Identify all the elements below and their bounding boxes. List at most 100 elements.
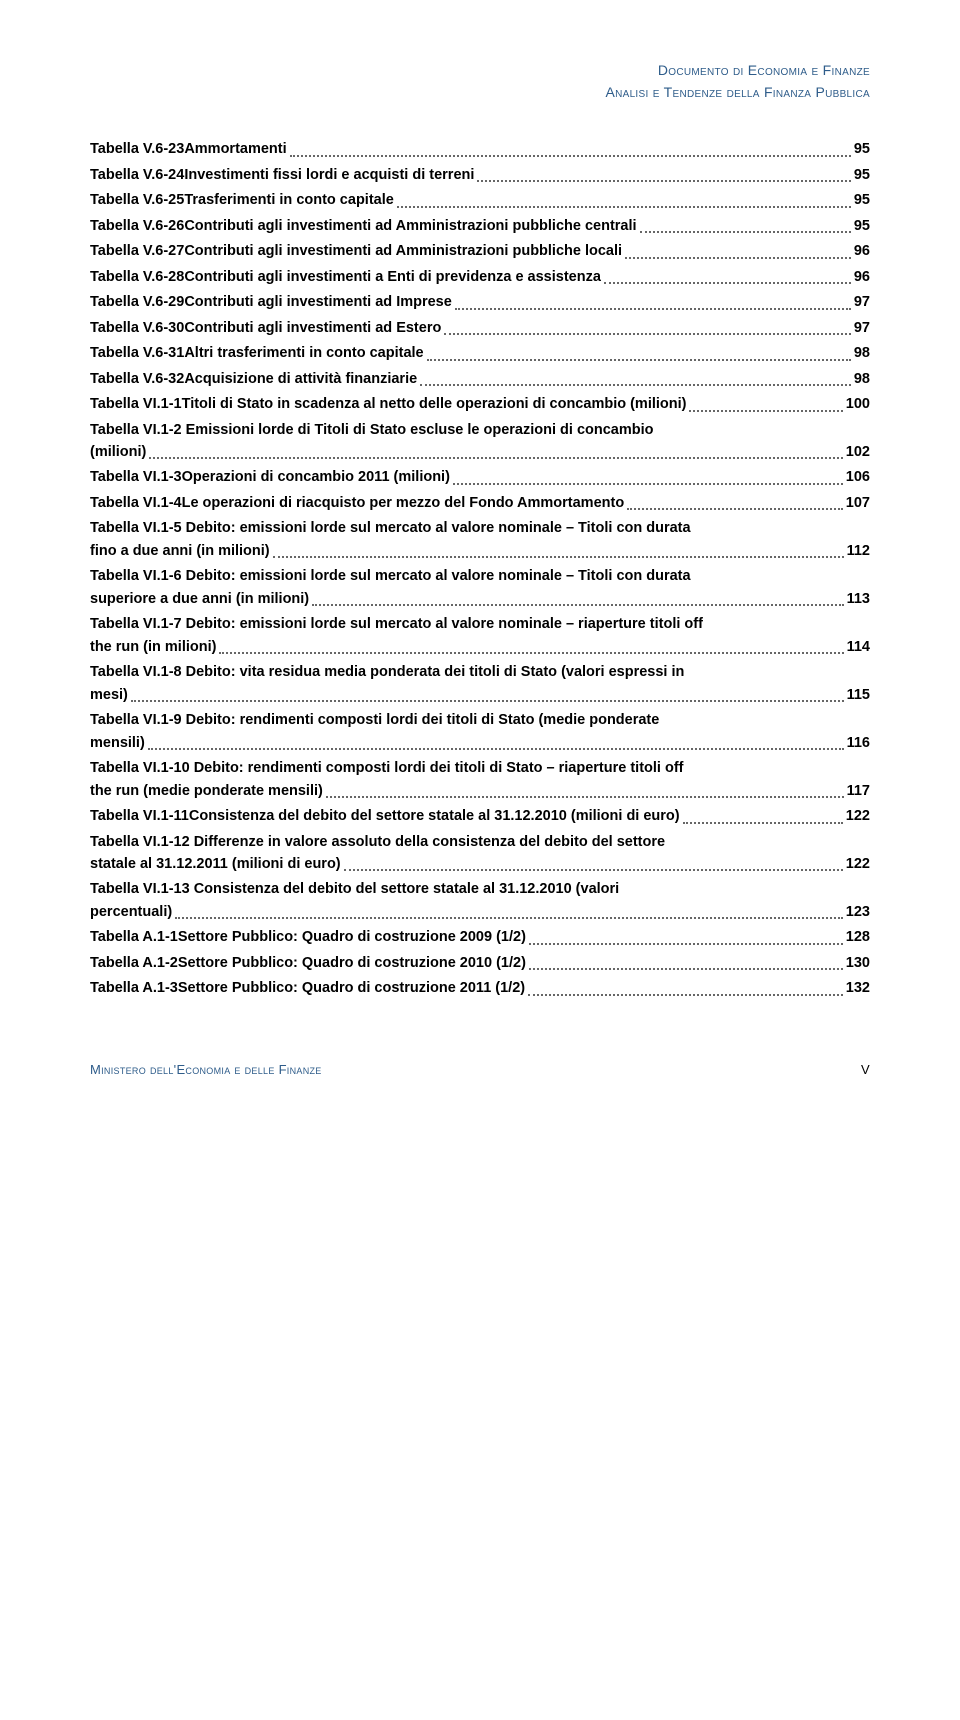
toc-page-number: 115 bbox=[847, 684, 870, 706]
toc-page-number: 122 bbox=[846, 853, 870, 875]
toc-entry: Tabella VI.1-10 Debito: rendimenti compo… bbox=[90, 757, 870, 802]
toc-page-number: 96 bbox=[854, 266, 870, 288]
toc-entry-title: Investimenti fissi lordi e acquisti di t… bbox=[184, 164, 474, 186]
toc-leader bbox=[689, 410, 842, 412]
toc-entry-label: Tabella A.1-3 bbox=[90, 977, 178, 999]
toc-entry-title: Ammortamenti bbox=[184, 138, 286, 160]
toc-leader bbox=[683, 822, 843, 824]
toc-page-number: 130 bbox=[846, 952, 870, 974]
toc-leader bbox=[529, 943, 843, 945]
toc-leader bbox=[273, 556, 844, 558]
toc-page-number: 106 bbox=[846, 466, 870, 488]
toc-leader bbox=[640, 231, 851, 233]
toc-leader bbox=[420, 384, 851, 386]
toc-entry: Tabella VI.1-11 Consistenza del debito d… bbox=[90, 805, 870, 827]
toc-entry: Tabella VI.1-7 Debito: emissioni lorde s… bbox=[90, 613, 870, 658]
toc-entry-line1: Tabella VI.1-10 Debito: rendimenti compo… bbox=[90, 757, 870, 779]
document-header: Documento di Economia e Finanze Analisi … bbox=[90, 60, 870, 103]
footer-page-number: V bbox=[861, 1060, 870, 1080]
toc-entry: Tabella V.6-26 Contributi agli investime… bbox=[90, 215, 870, 237]
toc-leader bbox=[149, 457, 842, 459]
toc-entry: Tabella VI.1-6 Debito: emissioni lorde s… bbox=[90, 565, 870, 610]
toc-entry: Tabella VI.1-5 Debito: emissioni lorde s… bbox=[90, 517, 870, 562]
toc-entry: Tabella V.6-24 Investimenti fissi lordi … bbox=[90, 164, 870, 186]
toc-entry-title-cont: statale al 31.12.2011 (milioni di euro) bbox=[90, 853, 341, 875]
toc-entry-line1: Tabella VI.1-12 Differenze in valore ass… bbox=[90, 831, 870, 853]
toc-leader bbox=[528, 994, 843, 996]
toc-entry-label: Tabella V.6-30 bbox=[90, 317, 184, 339]
toc-entry-title-cont: mesi) bbox=[90, 684, 128, 706]
toc-entry: Tabella A.1-2 Settore Pubblico: Quadro d… bbox=[90, 952, 870, 974]
toc-entry: Tabella VI.1-9 Debito: rendimenti compos… bbox=[90, 709, 870, 754]
toc-entry: Tabella V.6-28 Contributi agli investime… bbox=[90, 266, 870, 288]
toc-page-number: 95 bbox=[854, 138, 870, 160]
toc-page-number: 114 bbox=[847, 636, 870, 658]
toc-leader bbox=[312, 604, 843, 606]
toc-entry-title-cont: the run (medie ponderate mensili) bbox=[90, 780, 323, 802]
toc-leader bbox=[397, 206, 851, 208]
toc-entry-line1: Tabella VI.1-6 Debito: emissioni lorde s… bbox=[90, 565, 870, 587]
toc-page-number: 95 bbox=[854, 189, 870, 211]
toc-entry-label: Tabella VI.1-4 bbox=[90, 492, 182, 514]
toc-entry-title: Acquisizione di attività finanziarie bbox=[184, 368, 417, 390]
toc-entry-line2: the run (in milioni) 114 bbox=[90, 636, 870, 658]
toc-entry-title: Contributi agli investimenti ad Estero bbox=[184, 317, 441, 339]
toc-entry: Tabella A.1-1 Settore Pubblico: Quadro d… bbox=[90, 926, 870, 948]
toc-entry-title: Settore Pubblico: Quadro di costruzione … bbox=[178, 926, 526, 948]
toc-leader bbox=[148, 748, 844, 750]
toc-entry-title-cont: the run (in milioni) bbox=[90, 636, 216, 658]
toc-page-number: 97 bbox=[854, 291, 870, 313]
toc-entry-title: Operazioni di concambio 2011 (milioni) bbox=[182, 466, 450, 488]
toc-entry: Tabella VI.1-12 Differenze in valore ass… bbox=[90, 831, 870, 876]
toc-entry-title: Trasferimenti in conto capitale bbox=[184, 189, 394, 211]
toc-entry-title-cont: mensili) bbox=[90, 732, 145, 754]
toc-entry: Tabella V.6-29 Contributi agli investime… bbox=[90, 291, 870, 313]
toc-entry-line2: (milioni) 102 bbox=[90, 441, 870, 463]
toc-page-number: 100 bbox=[846, 393, 870, 415]
toc-page-number: 128 bbox=[846, 926, 870, 948]
toc-entry-line1: Tabella VI.1-13 Consistenza del debito d… bbox=[90, 878, 870, 900]
toc-entry-title: Le operazioni di riacquisto per mezzo de… bbox=[182, 492, 625, 514]
toc-page-number: 113 bbox=[847, 588, 870, 610]
toc-entry-label: Tabella V.6-24 bbox=[90, 164, 184, 186]
table-of-contents: Tabella V.6-23 Ammortamenti95Tabella V.6… bbox=[90, 138, 870, 999]
toc-entry-label: Tabella VI.1-1 bbox=[90, 393, 182, 415]
toc-entry: Tabella V.6-32 Acquisizione di attività … bbox=[90, 368, 870, 390]
toc-entry-title: Settore Pubblico: Quadro di costruzione … bbox=[178, 977, 525, 999]
toc-entry: Tabella V.6-27 Contributi agli investime… bbox=[90, 240, 870, 262]
toc-entry-label: Tabella VI.1-11 bbox=[90, 805, 189, 827]
toc-entry-line2: superiore a due anni (in milioni) 113 bbox=[90, 588, 870, 610]
toc-entry-line2: mesi) 115 bbox=[90, 684, 870, 706]
toc-leader bbox=[344, 869, 843, 871]
toc-entry-label: Tabella V.6-29 bbox=[90, 291, 184, 313]
toc-page-number: 116 bbox=[847, 732, 870, 754]
toc-entry-title: Contributi agli investimenti ad Imprese bbox=[184, 291, 452, 313]
toc-entry-title-cont: superiore a due anni (in milioni) bbox=[90, 588, 309, 610]
toc-entry: Tabella VI.1-1 Titoli di Stato in scaden… bbox=[90, 393, 870, 415]
toc-entry-title: Contributi agli investimenti ad Amminist… bbox=[184, 215, 636, 237]
toc-entry-title-cont: percentuali) bbox=[90, 901, 172, 923]
header-line-2: Analisi e Tendenze della Finanza Pubblic… bbox=[90, 82, 870, 104]
footer-left: Ministero dell'Economia e delle Finanze bbox=[90, 1060, 322, 1080]
toc-page-number: 98 bbox=[854, 342, 870, 364]
toc-entry: Tabella VI.1-13 Consistenza del debito d… bbox=[90, 878, 870, 923]
toc-leader bbox=[529, 968, 843, 970]
toc-page-number: 95 bbox=[854, 215, 870, 237]
toc-page-number: 112 bbox=[847, 540, 870, 562]
toc-entry-title: Altri trasferimenti in conto capitale bbox=[184, 342, 423, 364]
toc-entry-label: Tabella V.6-31 bbox=[90, 342, 184, 364]
toc-leader bbox=[131, 700, 844, 702]
toc-page-number: 132 bbox=[846, 977, 870, 999]
toc-page-number: 123 bbox=[846, 901, 870, 923]
toc-entry-label: Tabella V.6-23 bbox=[90, 138, 184, 160]
toc-entry-line2: statale al 31.12.2011 (milioni di euro) 1… bbox=[90, 853, 870, 875]
toc-entry-line1: Tabella VI.1-2 Emissioni lorde di Titoli… bbox=[90, 419, 870, 441]
toc-entry-label: Tabella V.6-28 bbox=[90, 266, 184, 288]
toc-page-number: 117 bbox=[847, 780, 870, 802]
toc-entry-label: Tabella A.1-1 bbox=[90, 926, 178, 948]
toc-entry: Tabella VI.1-2 Emissioni lorde di Titoli… bbox=[90, 419, 870, 464]
toc-entry-title-cont: (milioni) bbox=[90, 441, 146, 463]
toc-entry-label: Tabella V.6-27 bbox=[90, 240, 184, 262]
toc-page-number: 102 bbox=[846, 441, 870, 463]
toc-entry-label: Tabella A.1-2 bbox=[90, 952, 178, 974]
